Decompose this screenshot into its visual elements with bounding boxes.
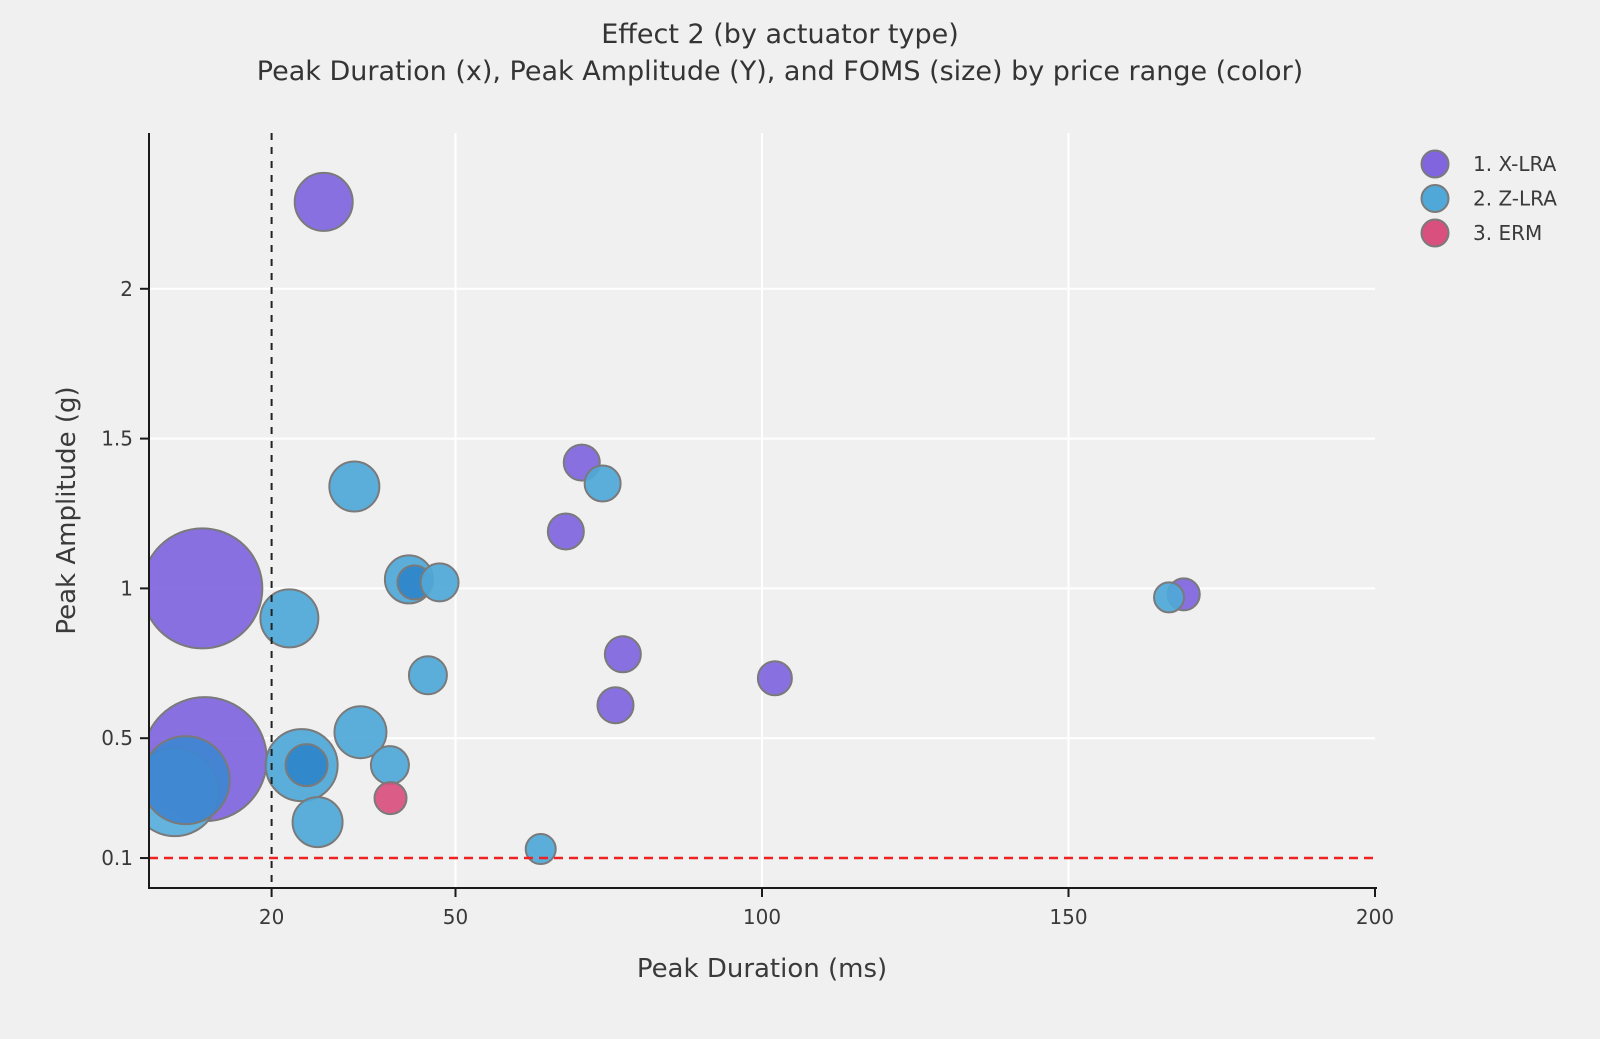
bubble-x-lra (756, 660, 793, 697)
bubble-z-lra (328, 460, 381, 513)
legend-label: 2. Z-LRA (1473, 187, 1557, 211)
legend-label: 3. ERM (1473, 221, 1542, 245)
x-tick-label: 100 (743, 905, 781, 929)
bubble-z-lra (419, 562, 460, 603)
bubble-x-lra (603, 635, 642, 674)
bubble-z-lra (333, 705, 388, 760)
bubble-z-lra (284, 743, 329, 788)
y-tick-label: 2 (120, 277, 133, 301)
legend-label: 1. X-LRA (1473, 152, 1557, 176)
chart-title: Effect 2 (by actuator type) (601, 19, 959, 50)
y-tick-label: 0.1 (101, 846, 133, 870)
y-tick-label: 1 (120, 576, 133, 600)
x-tick-label: 150 (1049, 905, 1087, 929)
x-tick-label: 50 (443, 905, 468, 929)
bubble-z-lra (259, 588, 320, 649)
bubble-z-lra (149, 735, 231, 826)
chart-subtitle: Peak Duration (x), Peak Amplitude (Y), a… (256, 55, 1304, 87)
bubble-z-lra (583, 464, 622, 503)
bubble-x-lra (293, 171, 354, 232)
x-tick-label: 20 (259, 905, 284, 929)
bubble-z-lra (407, 655, 448, 696)
chart-title-block: Effect 2 (by actuator type) Peak Duratio… (0, 18, 1560, 91)
legend-marker (1420, 149, 1450, 179)
bubble-x-lra (596, 686, 635, 725)
x-axis-label: Peak Duration (ms) (637, 954, 887, 984)
bubble-x-lra (149, 527, 264, 650)
bubble-z-lra (524, 833, 557, 866)
y-axis-label: Peak Amplitude (g) (52, 386, 82, 634)
bubbles-layer (149, 171, 1201, 866)
bubble-erm (373, 781, 408, 816)
legend-marker (1420, 218, 1450, 248)
bubble-z-lra (1153, 581, 1186, 614)
bubble-z-lra (291, 796, 344, 849)
bubble-z-lra (369, 745, 410, 786)
bubble-x-lra (546, 512, 585, 551)
y-tick-label: 1.5 (101, 427, 133, 451)
y-tick-label: 0.5 (101, 726, 133, 750)
legend-marker (1420, 184, 1450, 213)
x-tick-label: 200 (1356, 905, 1394, 929)
